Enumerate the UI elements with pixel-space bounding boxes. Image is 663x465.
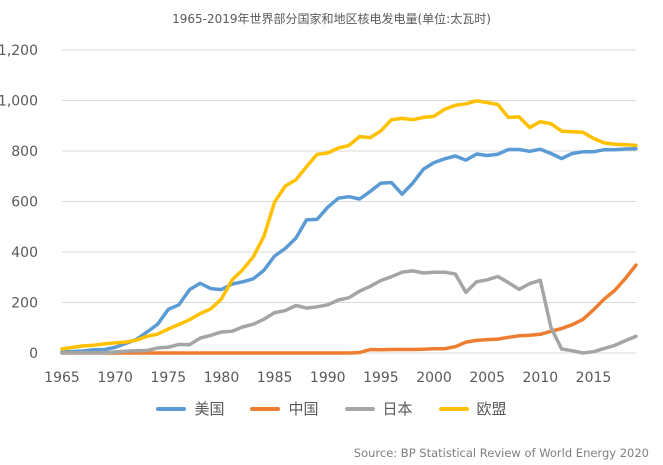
x-tick-label: 2015 <box>576 370 612 386</box>
legend-item-eu: 欧盟 <box>438 398 507 419</box>
legend-item-japan: 日本 <box>344 398 413 419</box>
x-tick-label: 1990 <box>310 370 346 386</box>
legend: 美国 中国 日本 欧盟 <box>0 398 663 419</box>
y-tick-label: 1,200 <box>0 43 38 59</box>
y-tick-label: 400 <box>11 245 38 261</box>
x-tick-label: 1995 <box>363 370 399 386</box>
x-tick-label: 1970 <box>97 370 133 386</box>
y-tick-label: 0 <box>29 346 38 362</box>
x-axis-ticks: 1965 1970 1975 1980 1985 1990 1995 2000 2005 2010… <box>44 370 611 386</box>
series-lines <box>60 99 638 355</box>
y-tick-label: 200 <box>11 296 38 312</box>
series-line-3 <box>60 99 638 351</box>
series-line-1 <box>60 263 638 355</box>
x-tick-label: 1975 <box>150 370 186 386</box>
legend-label-eu: 欧盟 <box>476 400 507 418</box>
x-tick-label: 2000 <box>416 370 452 386</box>
series-line-0 <box>60 146 638 354</box>
legend-swatch-usa <box>156 406 187 411</box>
legend-label-usa: 美国 <box>194 400 225 418</box>
series-line-2 <box>60 269 638 355</box>
chart-title: 1965-2019年世界部分国家和地区核电发电量(单位:太瓦时) <box>172 12 491 26</box>
y-tick-label: 600 <box>11 195 38 211</box>
y-tick-label: 800 <box>11 144 38 160</box>
legend-item-usa: 美国 <box>156 398 224 419</box>
legend-label-japan: 日本 <box>382 400 413 418</box>
gridlines <box>62 49 636 354</box>
legend-swatch-eu <box>438 406 469 411</box>
x-tick-label: 2010 <box>523 370 559 386</box>
x-tick-label: 2005 <box>469 370 505 386</box>
x-tick-label: 1965 <box>44 370 80 386</box>
legend-item-china: 中国 <box>250 398 319 419</box>
x-tick-label: 1985 <box>257 370 293 386</box>
legend-swatch-japan <box>344 406 375 411</box>
x-tick-label: 1980 <box>204 370 240 386</box>
y-tick-label: 1,000 <box>0 94 38 110</box>
y-axis-ticks: 0 200 400 600 800 1,000 1,200 <box>0 43 38 362</box>
source-note: Source: BP Statistical Review of World E… <box>353 446 649 460</box>
legend-swatch-china <box>250 406 281 411</box>
legend-label-china: 中国 <box>288 400 319 418</box>
